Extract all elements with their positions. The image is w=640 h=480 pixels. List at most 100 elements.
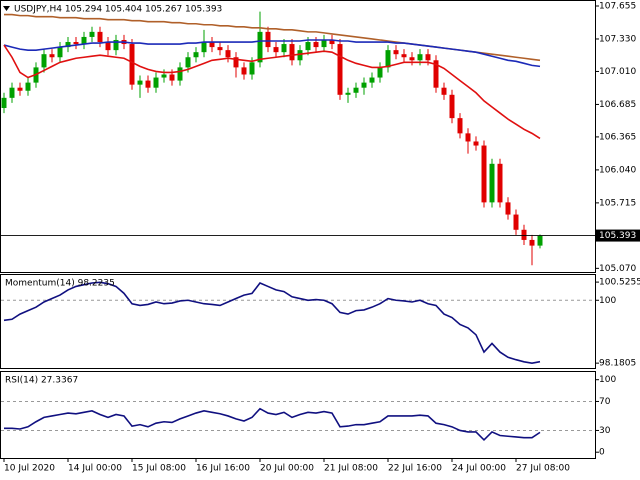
candle-body bbox=[457, 118, 463, 134]
candle-body bbox=[1, 97, 7, 108]
candle-body bbox=[297, 50, 303, 61]
candle-body bbox=[345, 92, 351, 95]
candle-body bbox=[473, 141, 479, 146]
candle-body bbox=[433, 60, 439, 88]
candle-body bbox=[337, 44, 343, 95]
indicator-line bbox=[4, 407, 541, 442]
y-tick-label: 106.365 bbox=[599, 132, 636, 142]
candle-body bbox=[241, 67, 247, 75]
candle-body bbox=[465, 133, 471, 142]
candle-body bbox=[49, 54, 55, 58]
candle-body bbox=[65, 42, 71, 48]
panel-title: RSI(14) 27.3367 bbox=[5, 376, 78, 386]
candle-body bbox=[305, 42, 311, 51]
candle-body bbox=[385, 50, 391, 68]
panel-frame bbox=[0, 371, 596, 459]
x-tick-label: 20 Jul 00:00 bbox=[260, 464, 314, 474]
candle-body bbox=[313, 42, 319, 48]
candle-body bbox=[505, 202, 511, 215]
candle-body bbox=[153, 77, 159, 88]
candle-body bbox=[409, 57, 415, 61]
current-price-box bbox=[595, 229, 640, 242]
candle-body bbox=[449, 94, 455, 119]
x-tick-label: 22 Jul 16:00 bbox=[388, 464, 442, 474]
x-tick-label: 24 Jul 00:00 bbox=[452, 464, 506, 474]
candle-body bbox=[145, 80, 151, 88]
candle-body bbox=[353, 87, 359, 93]
candle-body bbox=[513, 214, 519, 230]
candle-body bbox=[481, 145, 487, 203]
x-tick-label: 14 Jul 00:00 bbox=[68, 464, 122, 474]
candle-body bbox=[401, 54, 407, 58]
candle-body bbox=[489, 163, 495, 203]
x-tick-label: 10 Jul 2020 bbox=[4, 464, 55, 474]
candle-body bbox=[497, 163, 503, 203]
candle-body bbox=[73, 42, 79, 45]
candle-body bbox=[521, 229, 527, 240]
candle-body bbox=[185, 57, 191, 68]
candle-body bbox=[81, 36, 87, 45]
candle-body bbox=[113, 39, 119, 51]
x-tick-label: 27 Jul 08:00 bbox=[516, 464, 570, 474]
candle-body bbox=[377, 67, 383, 78]
y-tick-label: 105.070 bbox=[599, 264, 636, 274]
candle-body bbox=[177, 67, 183, 81]
candle-body bbox=[89, 31, 95, 37]
y-tick-label: 70 bbox=[599, 397, 611, 407]
candle-body bbox=[369, 77, 375, 83]
candle-body bbox=[425, 54, 431, 61]
candle-body bbox=[273, 47, 279, 53]
y-tick-label: 100.5255 bbox=[599, 278, 640, 288]
y-tick-label: 98.1805 bbox=[599, 359, 636, 369]
candle-body bbox=[25, 82, 31, 91]
candle-body bbox=[281, 44, 287, 53]
candle-body bbox=[537, 235, 543, 246]
y-tick-label: 107.010 bbox=[599, 67, 636, 77]
y-tick-label: 30 bbox=[599, 426, 611, 436]
candle-body bbox=[57, 47, 63, 58]
candle-body bbox=[161, 74, 167, 78]
indicator-line bbox=[3, 44, 541, 140]
candle-body bbox=[265, 31, 271, 48]
candle-body bbox=[9, 87, 15, 98]
panel-title: USDJPY,H4 105.294 105.404 105.267 105.39… bbox=[14, 5, 222, 15]
candle-body bbox=[137, 80, 143, 85]
candle-body bbox=[417, 54, 423, 61]
candle-body bbox=[393, 50, 399, 55]
current-price-label: 105.393 bbox=[599, 231, 636, 241]
panel-title: Momentum(14) 98.2235 bbox=[5, 279, 115, 289]
x-tick-label: 16 Jul 16:00 bbox=[196, 464, 250, 474]
candle-body bbox=[97, 31, 103, 43]
panel-frame bbox=[0, 274, 596, 369]
y-tick-label: 107.655 bbox=[599, 1, 636, 11]
y-tick-label: 100 bbox=[599, 375, 616, 385]
candle-body bbox=[169, 74, 175, 81]
y-tick-label: 100 bbox=[599, 296, 616, 306]
x-tick-label: 15 Jul 08:00 bbox=[132, 464, 186, 474]
candle-body bbox=[105, 42, 111, 51]
menu-triangle bbox=[3, 6, 10, 11]
x-tick-label: 21 Jul 08:00 bbox=[324, 464, 378, 474]
candle-body bbox=[361, 82, 367, 88]
candle-body bbox=[441, 87, 447, 95]
candle-body bbox=[321, 39, 327, 48]
candle-body bbox=[329, 39, 335, 45]
candle-body bbox=[41, 54, 47, 68]
candle-body bbox=[225, 50, 231, 58]
y-tick-label: 0 bbox=[599, 448, 605, 458]
candle-body bbox=[249, 62, 255, 75]
y-tick-label: 106.040 bbox=[599, 165, 636, 175]
candle-body bbox=[17, 87, 23, 91]
candle-body bbox=[201, 42, 207, 53]
candle-body bbox=[529, 239, 535, 246]
candle-body bbox=[129, 44, 135, 85]
candle-body bbox=[193, 52, 199, 58]
indicator-line bbox=[3, 281, 541, 364]
candle-body bbox=[209, 42, 215, 48]
candle-body bbox=[289, 44, 295, 61]
y-tick-label: 105.715 bbox=[599, 198, 636, 208]
y-tick-label: 107.330 bbox=[599, 34, 636, 44]
